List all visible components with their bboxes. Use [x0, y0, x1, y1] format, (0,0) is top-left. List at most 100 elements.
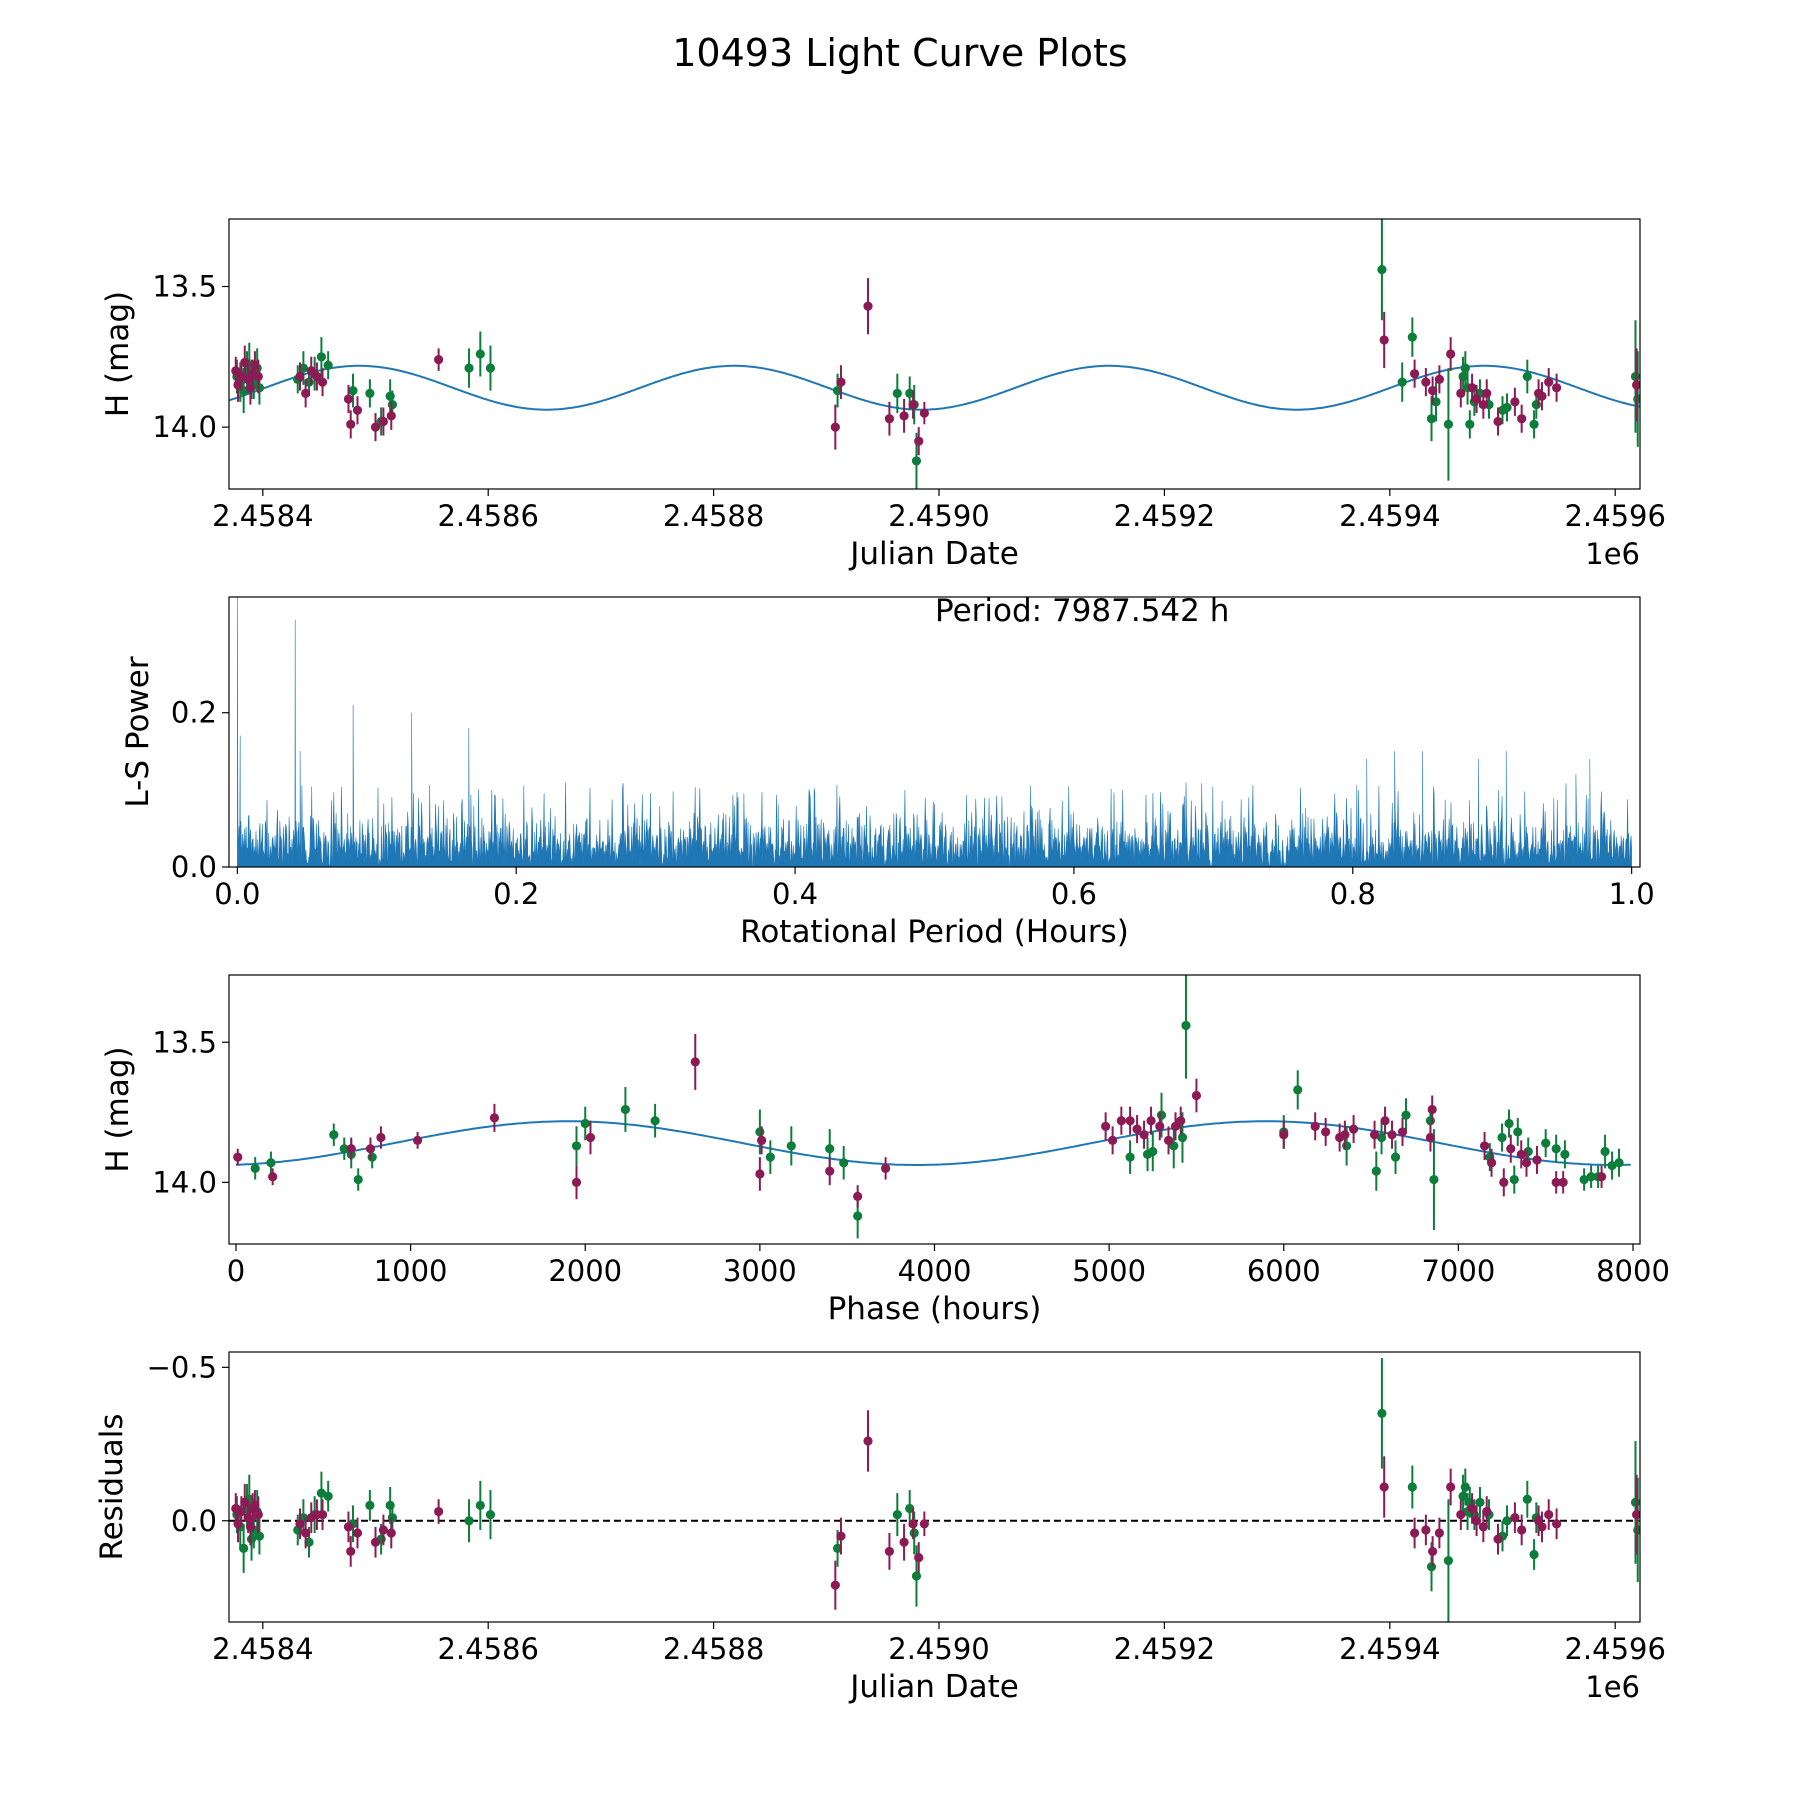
data-point: [1401, 1110, 1411, 1120]
data-point: [1146, 1116, 1156, 1126]
data-point: [298, 363, 308, 373]
data-point: [1493, 416, 1503, 427]
data-point: [1321, 1127, 1331, 1137]
data-point: [1596, 1172, 1607, 1182]
phased-xtick-label: 7000: [1421, 1254, 1495, 1288]
data-point: [836, 377, 846, 387]
data-point: [1407, 1482, 1417, 1492]
data-point: [908, 1519, 918, 1529]
data-point: [892, 388, 902, 398]
data-point: [1108, 1135, 1118, 1145]
data-point: [1376, 1132, 1387, 1143]
data-point: [1541, 1138, 1551, 1148]
data-point: [1517, 1525, 1527, 1535]
data-point: [832, 385, 843, 396]
data-point: [233, 1519, 243, 1529]
data-point: [1177, 1132, 1188, 1143]
data-point: [1310, 1121, 1320, 1131]
data-point: [1460, 363, 1470, 373]
data-point: [343, 394, 354, 404]
data-point: [475, 349, 485, 359]
data-point: [571, 1141, 582, 1151]
data-point: [571, 1177, 582, 1187]
lightcurve-ytick-label: 13.5: [152, 270, 217, 304]
data-point: [343, 1522, 354, 1532]
data-point: [250, 360, 260, 370]
residuals-xtick-label: 2.4596: [1564, 1632, 1665, 1666]
data-point: [863, 301, 873, 311]
data-point: [295, 1519, 305, 1529]
phased-xtick-label: 2000: [548, 1254, 622, 1288]
residuals-xtick-label: 2.4590: [888, 1632, 989, 1666]
periodogram-xtick-label: 0.4: [772, 877, 818, 911]
data-point: [1426, 414, 1437, 424]
phased-xtick-label: 4000: [898, 1254, 972, 1288]
data-point: [1482, 1506, 1492, 1517]
data-point: [1544, 1510, 1554, 1520]
data-point: [853, 1211, 863, 1221]
data-point: [1529, 1549, 1539, 1560]
axes-container: 2.4584 2.4586 2.4588 2.4590 2.4592 2.4594 2.45…: [94, 218, 1670, 1705]
data-point: [306, 366, 316, 376]
data-point: [1434, 374, 1444, 384]
data-point: [914, 436, 924, 446]
data-point: [836, 1531, 846, 1541]
residuals-xtick-label: 2.4592: [1114, 1632, 1215, 1666]
lightcurve-panel: 2.4584 2.4586 2.4588 2.4590 2.4592 2.4594 2.45…: [100, 218, 1666, 572]
lightcurve-points: [231, 219, 1640, 489]
data-point: [387, 1513, 398, 1523]
data-point: [585, 1132, 596, 1143]
data-point: [236, 1506, 246, 1517]
data-point: [1607, 1160, 1617, 1171]
data-point: [1632, 380, 1640, 390]
data-point: [1614, 1158, 1624, 1168]
data-point: [1379, 335, 1389, 345]
data-point: [905, 388, 915, 398]
data-point: [1529, 419, 1539, 429]
data-point: [1516, 1149, 1526, 1159]
data-point: [1493, 1534, 1503, 1544]
data-point: [1425, 1132, 1436, 1143]
phased-panel: 0 1000 2000 3000 4000 5000 6000 7000 8000 14.0 13.…: [100, 974, 1670, 1327]
data-point: [892, 1510, 902, 1520]
data-point: [1633, 394, 1640, 404]
data-point: [1371, 1166, 1381, 1176]
period-annotation: Period: 7987.542 h: [935, 593, 1229, 629]
data-point: [620, 1104, 631, 1115]
periodogram-panel: 0.0 0.2 0.4 0.6 0.8 1.0 0.0 0.2 Rotational Perio…: [120, 593, 1655, 950]
lightcurve-xtick-label: 2.4592: [1114, 499, 1215, 533]
data-point: [329, 1130, 339, 1140]
data-point: [1443, 419, 1454, 429]
data-point: [909, 1528, 919, 1538]
data-point: [1482, 388, 1492, 398]
residuals-xlabel: Julian Date: [848, 1669, 1019, 1705]
data-point: [1471, 1516, 1482, 1526]
lightcurve-ytick-label: 14.0: [152, 410, 217, 444]
data-point: [1522, 1494, 1532, 1504]
residuals-xtick-label: 2.4588: [663, 1632, 764, 1666]
data-point: [1502, 402, 1512, 413]
data-point: [908, 400, 918, 410]
data-point: [346, 1144, 356, 1154]
data-point: [1586, 1172, 1596, 1182]
data-point: [323, 1491, 333, 1501]
data-point: [295, 371, 305, 382]
data-point: [1428, 385, 1438, 396]
lightcurve-xtick-label: 2.4584: [212, 499, 313, 533]
data-point: [339, 1144, 349, 1154]
data-point: [1429, 1174, 1439, 1185]
periodogram-xtick-label: 0.0: [214, 877, 260, 911]
data-point: [911, 456, 922, 466]
data-point: [1380, 1116, 1390, 1126]
data-point: [1191, 1090, 1202, 1101]
data-point: [365, 1500, 375, 1511]
phased-points: [233, 975, 1624, 1239]
data-point: [1421, 1525, 1431, 1535]
data-point: [1407, 332, 1417, 342]
data-point: [253, 371, 263, 382]
lightcurve-offset-label: 1e6: [1585, 537, 1640, 571]
residuals-ytick-label: 0.0: [171, 1504, 217, 1538]
data-point: [914, 1552, 924, 1563]
periodogram-ytick-label: 0.2: [171, 696, 217, 730]
